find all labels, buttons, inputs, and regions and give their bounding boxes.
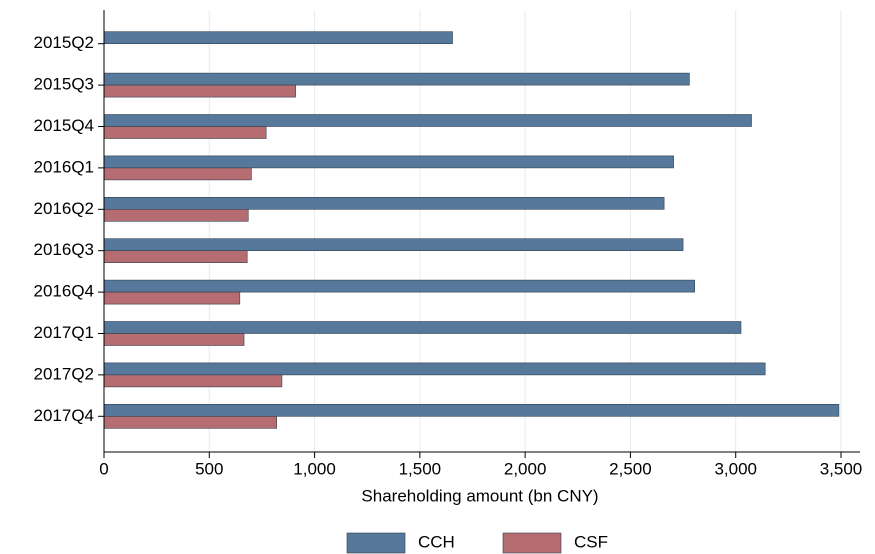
bar <box>103 84 296 98</box>
bar <box>103 291 241 305</box>
bar <box>103 155 674 169</box>
legend-label: CSF <box>574 532 608 551</box>
y-tick-label: 2015Q3 <box>34 75 95 94</box>
legend-swatch <box>502 532 562 554</box>
y-tick-label: 2017Q1 <box>34 323 95 342</box>
y-tick-label: 2017Q4 <box>34 406 95 425</box>
bar <box>103 321 742 334</box>
x-tick-label: 3,500 <box>820 459 863 478</box>
x-tick-label: 2,000 <box>504 459 547 478</box>
y-tick-label: 2017Q2 <box>34 364 95 383</box>
bar <box>103 72 690 86</box>
bar <box>103 31 453 45</box>
bar <box>103 126 267 139</box>
x-tick-label: 1,500 <box>399 459 442 478</box>
bar <box>103 167 252 181</box>
bar <box>103 238 684 251</box>
bar <box>103 333 245 346</box>
bar <box>103 209 249 222</box>
y-tick-label: 2015Q2 <box>34 33 95 52</box>
x-tick-label: 2,500 <box>609 459 652 478</box>
bar <box>103 279 695 293</box>
x-tick-label: 1,000 <box>293 459 336 478</box>
bar <box>103 362 766 376</box>
y-tick-label: 2016Q2 <box>34 199 95 218</box>
x-tick-label: 500 <box>195 459 223 478</box>
y-tick-label: 2016Q1 <box>34 157 95 176</box>
bar <box>103 250 248 263</box>
bar <box>103 403 840 417</box>
x-axis-title: Shareholding amount (bn CNY) <box>361 486 598 505</box>
bar <box>103 114 752 127</box>
y-tick-label: 2016Q3 <box>34 240 95 259</box>
bar <box>103 415 277 429</box>
bar <box>103 197 665 210</box>
y-tick-label: 2015Q4 <box>34 116 95 135</box>
y-tick-label: 2016Q4 <box>34 282 95 301</box>
legend-label: CCH <box>418 532 455 551</box>
x-tick-label: 3,000 <box>714 459 757 478</box>
bar <box>103 374 283 388</box>
x-tick-label: 0 <box>99 459 108 478</box>
legend-swatch <box>346 532 406 554</box>
